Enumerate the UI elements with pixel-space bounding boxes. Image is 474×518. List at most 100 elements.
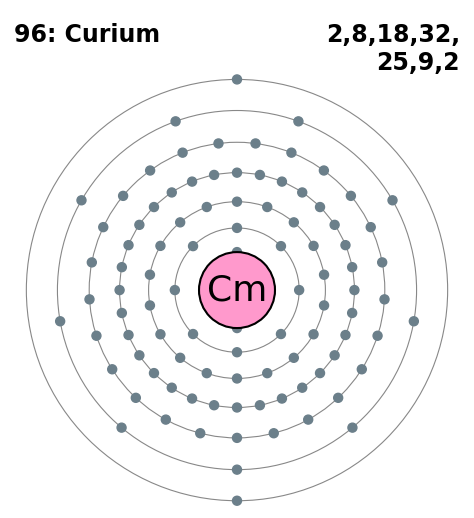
Circle shape bbox=[233, 75, 241, 84]
Circle shape bbox=[233, 374, 241, 383]
Circle shape bbox=[287, 148, 296, 157]
Circle shape bbox=[334, 393, 343, 402]
Circle shape bbox=[156, 330, 165, 339]
Circle shape bbox=[146, 301, 155, 310]
Circle shape bbox=[316, 203, 325, 211]
Circle shape bbox=[255, 170, 264, 179]
Circle shape bbox=[233, 403, 241, 412]
Circle shape bbox=[135, 351, 144, 360]
Circle shape bbox=[202, 203, 211, 211]
Circle shape bbox=[233, 223, 241, 233]
Circle shape bbox=[233, 496, 241, 505]
Circle shape bbox=[199, 252, 275, 328]
Circle shape bbox=[294, 117, 303, 126]
Circle shape bbox=[330, 220, 339, 229]
Circle shape bbox=[309, 330, 318, 339]
Circle shape bbox=[233, 324, 241, 333]
Circle shape bbox=[347, 263, 356, 271]
Circle shape bbox=[118, 191, 128, 200]
Circle shape bbox=[309, 241, 318, 250]
Circle shape bbox=[87, 258, 96, 267]
Circle shape bbox=[277, 394, 286, 403]
Circle shape bbox=[366, 223, 375, 232]
Circle shape bbox=[85, 295, 94, 304]
Circle shape bbox=[214, 139, 223, 148]
Circle shape bbox=[316, 369, 325, 378]
Circle shape bbox=[341, 241, 350, 250]
Circle shape bbox=[350, 285, 359, 295]
Circle shape bbox=[55, 317, 64, 326]
Circle shape bbox=[295, 285, 304, 295]
Circle shape bbox=[380, 295, 389, 304]
Circle shape bbox=[176, 353, 185, 362]
Circle shape bbox=[341, 330, 350, 339]
Circle shape bbox=[149, 203, 158, 211]
Circle shape bbox=[188, 394, 197, 403]
Circle shape bbox=[189, 241, 198, 251]
Circle shape bbox=[347, 309, 356, 318]
Circle shape bbox=[77, 196, 86, 205]
Circle shape bbox=[149, 369, 158, 378]
Circle shape bbox=[108, 365, 117, 374]
Circle shape bbox=[161, 415, 170, 424]
Circle shape bbox=[156, 241, 165, 250]
Circle shape bbox=[170, 285, 179, 295]
Circle shape bbox=[202, 369, 211, 378]
Circle shape bbox=[348, 423, 357, 432]
Circle shape bbox=[276, 329, 285, 339]
Circle shape bbox=[233, 434, 241, 442]
Circle shape bbox=[131, 393, 140, 402]
Circle shape bbox=[117, 423, 126, 432]
Circle shape bbox=[146, 166, 155, 175]
Circle shape bbox=[330, 351, 339, 360]
Circle shape bbox=[289, 218, 298, 227]
Circle shape bbox=[135, 220, 144, 229]
Circle shape bbox=[124, 241, 133, 250]
Circle shape bbox=[346, 191, 356, 200]
Circle shape bbox=[410, 317, 419, 326]
Circle shape bbox=[92, 332, 101, 340]
Circle shape bbox=[178, 148, 187, 157]
Circle shape bbox=[289, 353, 298, 362]
Circle shape bbox=[118, 309, 127, 318]
Circle shape bbox=[233, 168, 241, 177]
Circle shape bbox=[304, 415, 313, 424]
Circle shape bbox=[373, 332, 382, 340]
Circle shape bbox=[276, 241, 285, 251]
Circle shape bbox=[319, 301, 328, 310]
Text: Cm: Cm bbox=[207, 273, 267, 307]
Circle shape bbox=[269, 429, 278, 438]
Circle shape bbox=[176, 218, 185, 227]
Circle shape bbox=[319, 270, 328, 279]
Circle shape bbox=[189, 329, 198, 339]
Circle shape bbox=[210, 401, 219, 410]
Circle shape bbox=[146, 270, 155, 279]
Circle shape bbox=[171, 117, 180, 126]
Circle shape bbox=[319, 166, 328, 175]
Circle shape bbox=[233, 248, 241, 256]
Circle shape bbox=[388, 196, 397, 205]
Text: 96: Curium: 96: Curium bbox=[14, 23, 160, 47]
Circle shape bbox=[357, 365, 366, 374]
Circle shape bbox=[188, 177, 197, 186]
Circle shape bbox=[263, 369, 272, 378]
Circle shape bbox=[124, 330, 133, 339]
Circle shape bbox=[210, 170, 219, 179]
Circle shape bbox=[263, 203, 272, 211]
Circle shape bbox=[298, 188, 307, 197]
Text: 2,8,18,32,
25,9,2: 2,8,18,32, 25,9,2 bbox=[326, 23, 460, 75]
Circle shape bbox=[115, 285, 124, 295]
Circle shape bbox=[118, 263, 127, 271]
Circle shape bbox=[167, 188, 176, 197]
Circle shape bbox=[233, 348, 241, 357]
Circle shape bbox=[99, 223, 108, 232]
Circle shape bbox=[277, 177, 286, 186]
Circle shape bbox=[378, 258, 387, 267]
Circle shape bbox=[298, 383, 307, 392]
Circle shape bbox=[167, 383, 176, 392]
Circle shape bbox=[196, 429, 205, 438]
Circle shape bbox=[233, 465, 241, 474]
Circle shape bbox=[233, 197, 241, 206]
Circle shape bbox=[255, 401, 264, 410]
Circle shape bbox=[251, 139, 260, 148]
